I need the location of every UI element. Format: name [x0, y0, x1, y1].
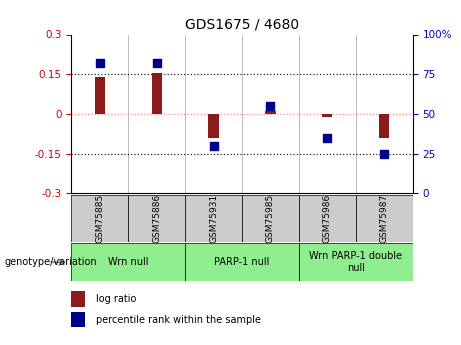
Text: GSM75931: GSM75931: [209, 194, 218, 243]
Text: GSM75986: GSM75986: [323, 194, 332, 243]
Bar: [242, 195, 299, 242]
Title: GDS1675 / 4680: GDS1675 / 4680: [185, 18, 299, 32]
Text: GSM75886: GSM75886: [152, 194, 161, 243]
Bar: [71, 312, 85, 327]
Bar: [185, 243, 299, 281]
Text: Wrn PARP-1 double
null: Wrn PARP-1 double null: [309, 252, 402, 273]
Text: GSM75985: GSM75985: [266, 194, 275, 243]
Bar: [356, 195, 413, 242]
Bar: [185, 195, 242, 242]
Text: percentile rank within the sample: percentile rank within the sample: [96, 315, 260, 325]
Bar: [71, 243, 185, 281]
Point: [324, 135, 331, 140]
Bar: [322, 114, 332, 117]
Text: GSM75987: GSM75987: [380, 194, 389, 243]
Bar: [95, 77, 105, 114]
Bar: [299, 195, 356, 242]
Bar: [299, 243, 413, 281]
Bar: [266, 111, 276, 114]
Text: genotype/variation: genotype/variation: [5, 257, 97, 267]
Bar: [152, 72, 162, 114]
Bar: [71, 195, 128, 242]
Point: [380, 151, 388, 156]
Text: Wrn null: Wrn null: [108, 257, 148, 267]
Bar: [71, 291, 85, 307]
Point: [210, 143, 217, 148]
Text: GSM75885: GSM75885: [95, 194, 104, 243]
Text: log ratio: log ratio: [96, 294, 136, 304]
Bar: [208, 114, 219, 138]
Bar: [128, 195, 185, 242]
Point: [153, 60, 160, 66]
Point: [96, 60, 104, 66]
Bar: [379, 114, 389, 138]
Text: PARP-1 null: PARP-1 null: [214, 257, 270, 267]
Point: [267, 103, 274, 109]
